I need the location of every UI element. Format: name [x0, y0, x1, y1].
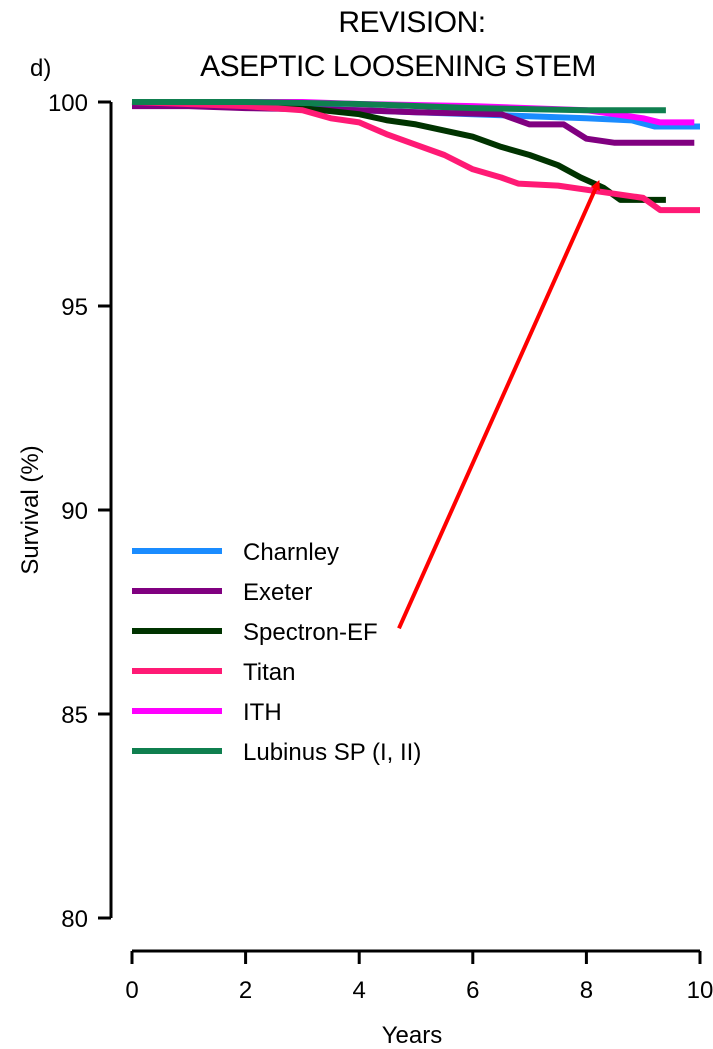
y-axis: 80 85 90 95 100 Survival (%): [17, 90, 113, 933]
x-tick-label: 2: [239, 977, 252, 1004]
legend-label-ith: ITH: [243, 699, 282, 726]
legend-label-exeter: Exeter: [243, 579, 312, 606]
x-tick-label: 8: [580, 977, 593, 1004]
legend-label-charnley: Charnley: [243, 539, 339, 566]
y-tick-label: 90: [61, 498, 88, 525]
x-tick-label: 6: [466, 977, 479, 1004]
y-tick-label: 95: [61, 294, 88, 321]
x-axis-label: Years: [382, 1022, 443, 1049]
chart-title-line-2: ASEPTIC LOOSENING STEM: [200, 50, 596, 83]
panel-label: d): [30, 55, 51, 82]
series-lines: [131, 99, 700, 214]
x-tick-label: 4: [353, 977, 366, 1004]
legend-label-lubinus-sp-i-ii: Lubinus SP (I, II): [243, 739, 421, 766]
y-axis-label: Survival (%): [17, 445, 44, 574]
series-line-lubinus-sp-i-ii: [132, 99, 666, 114]
x-tick-label: 0: [125, 977, 138, 1004]
legend-label-spectron-ef: Spectron-EF: [243, 619, 378, 646]
x-tick-label: 10: [687, 977, 713, 1004]
chart-title-line-1: REVISION:: [338, 6, 485, 39]
annotation-layer: [397, 179, 600, 630]
y-tick-label: 85: [61, 702, 88, 729]
y-tick-label: 100: [48, 90, 88, 117]
legend: Charnley Exeter Spectron-EF Titan ITH Lubinus…: [132, 539, 421, 766]
legend-label-titan: Titan: [243, 659, 295, 686]
y-tick-label: 80: [61, 906, 88, 933]
series-line-titan: [131, 99, 700, 214]
x-axis: 0 2 4 6 8 10 Years: [125, 949, 713, 1049]
annotation-arrow: [397, 179, 600, 630]
